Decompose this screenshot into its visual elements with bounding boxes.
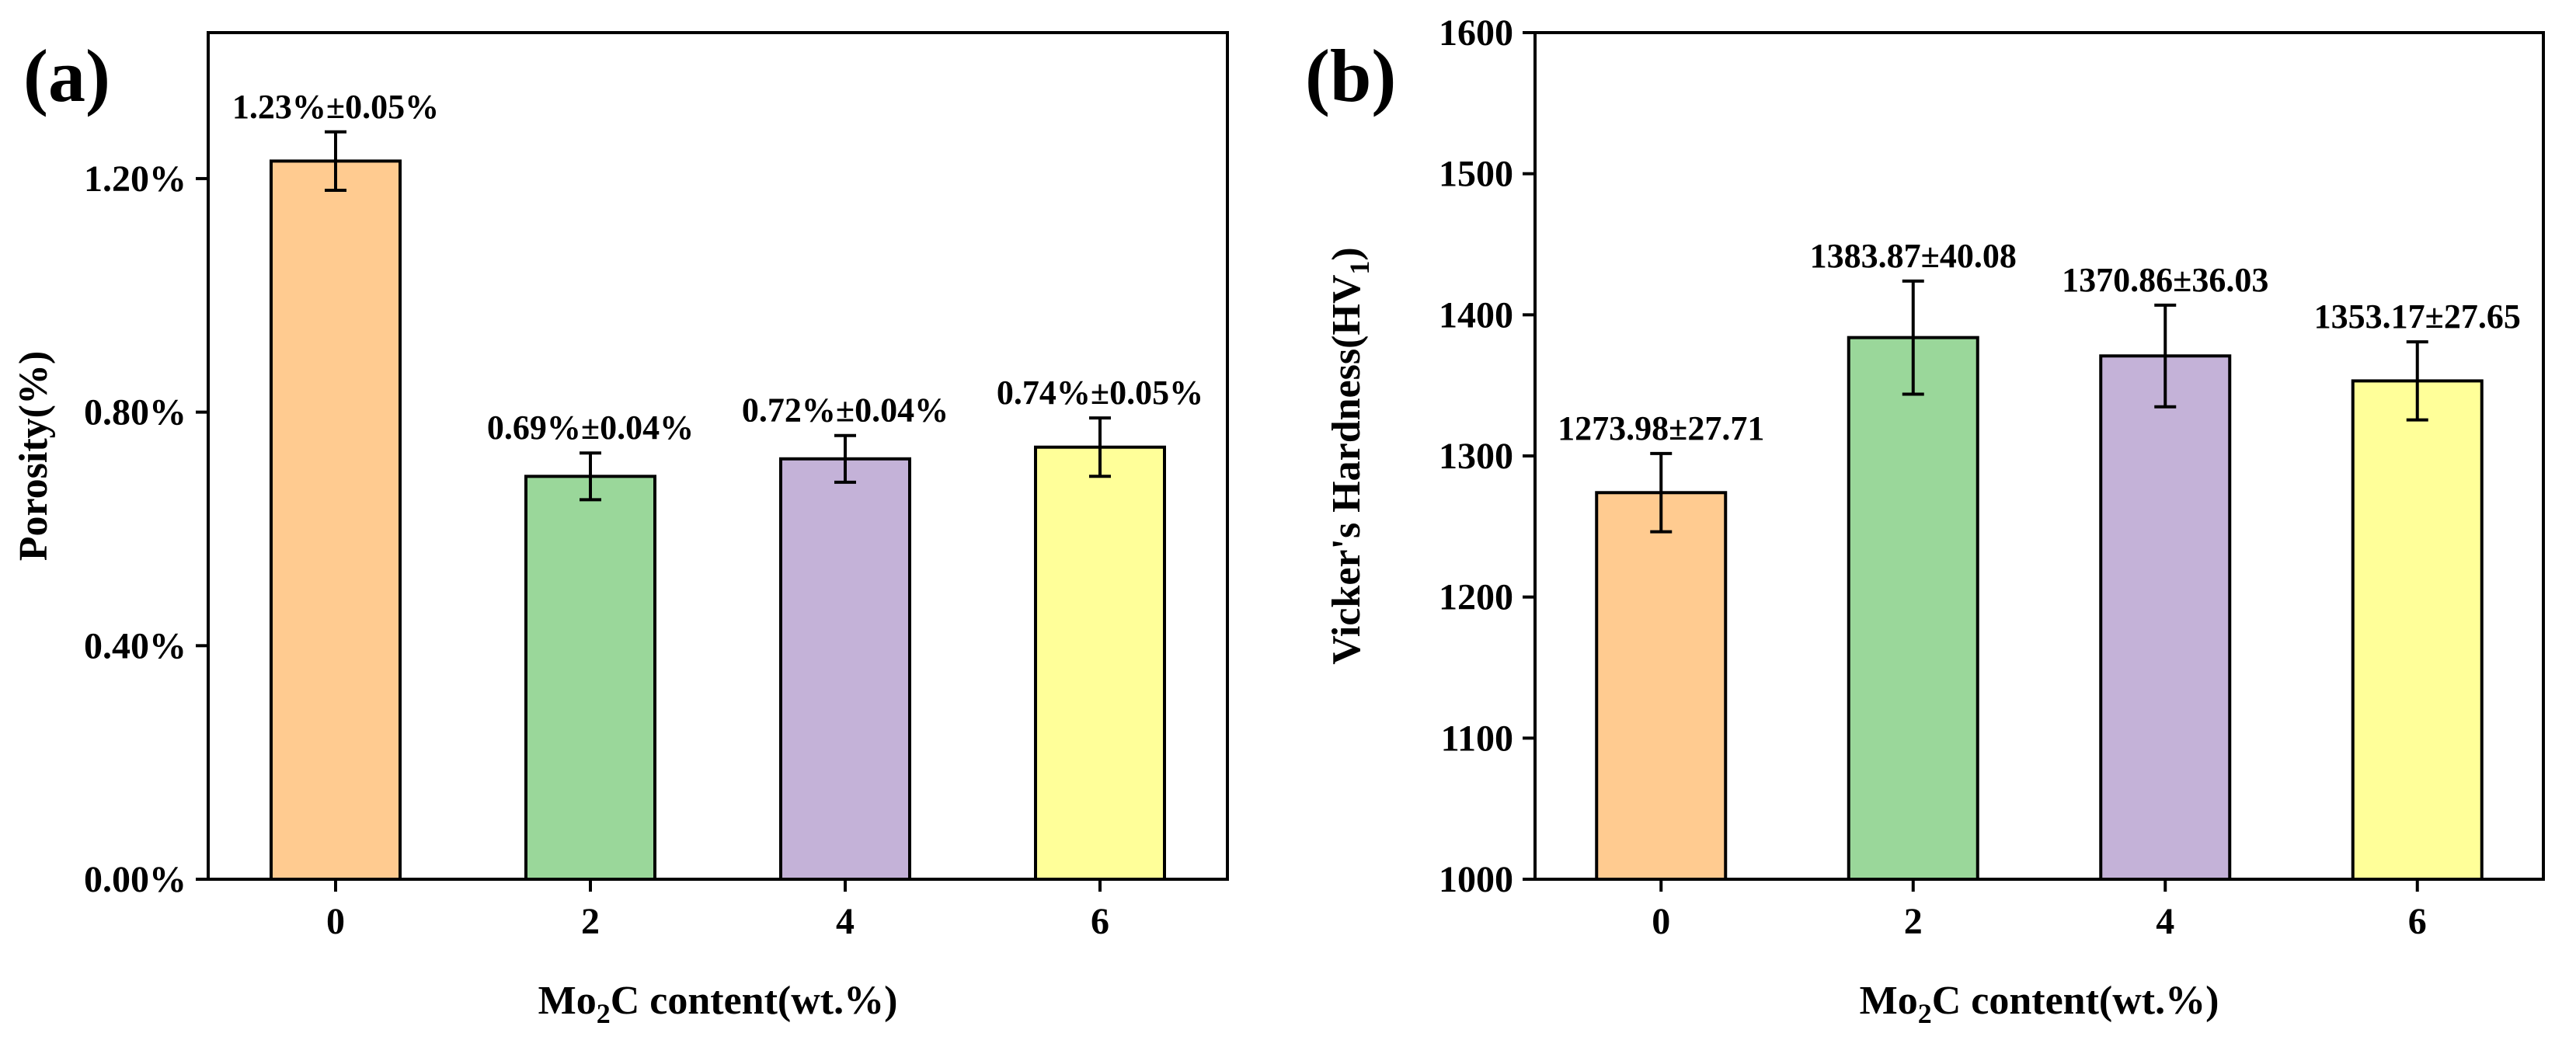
hardness-bar-0 <box>1595 491 1728 881</box>
hardness-y-tick-label: 1200 <box>1439 577 1513 618</box>
panel-label-b: (b) <box>1305 34 1396 117</box>
porosity-plot-frame <box>207 31 1229 881</box>
hardness-data-label-0: 1273.98±27.71 <box>1558 409 1764 447</box>
porosity-bars: 1.23%±0.05% 0.69%±0.04% 0.72%±0.04% 0.74%±0… <box>232 88 1203 881</box>
hardness-bar-4 <box>2099 354 2232 881</box>
panel-label-a: (a) <box>23 34 110 117</box>
hardness-y-tick-label: 1500 <box>1439 154 1513 195</box>
porosity-y-tick-label: 1.20% <box>84 158 186 200</box>
hardness-data-label-4: 1370.86±36.03 <box>2062 261 2268 299</box>
porosity-data-label-2: 0.69%±0.04% <box>487 409 694 447</box>
hardness-y-tick-label: 1600 <box>1439 12 1513 54</box>
porosity-y-ticks: 0.00% 0.40% 0.80% 1.20% <box>84 158 208 900</box>
hardness-bars: 1273.98±27.71 1383.87±40.08 1370.86±36.03 1… <box>1558 237 2521 881</box>
hardness-x-tick-label: 2 <box>1904 901 1923 942</box>
hardness-y-axis-title: Vicker's Hardness(HV1) <box>1325 247 1375 664</box>
porosity-x-tick-label: 6 <box>1091 901 1109 942</box>
porosity-y-axis-title: Porosity(%) <box>12 351 56 562</box>
hardness-x-tick-label: 0 <box>1652 901 1670 942</box>
porosity-y-tick-label: 0.40% <box>84 625 186 666</box>
porosity-data-label-0: 1.23%±0.05% <box>232 88 439 126</box>
porosity-y-tick-label: 0.80% <box>84 392 186 433</box>
porosity-chart: (a) Porosity(%) Mo2C content(wt.%) 0.00%… <box>12 31 1229 1029</box>
hardness-data-label-6: 1353.17±27.65 <box>2314 297 2521 336</box>
porosity-x-ticks: 0 2 4 6 <box>326 879 1109 942</box>
porosity-y-tick-label: 0.00% <box>84 859 186 900</box>
porosity-bar-2 <box>524 475 656 881</box>
hardness-x-ticks: 0 2 4 6 <box>1652 879 2427 942</box>
porosity-x-tick-label: 2 <box>581 901 600 942</box>
hardness-chart: (b) Vicker's Hardness(HV1) Mo2C content(… <box>1305 12 2545 1029</box>
hardness-data-label-2: 1383.87±40.08 <box>1810 237 2017 275</box>
hardness-bar-2 <box>1847 336 1979 881</box>
hardness-y-tick-label: 1400 <box>1439 294 1513 336</box>
porosity-bar-0 <box>270 159 402 881</box>
porosity-bar-6 <box>1034 445 1166 881</box>
porosity-bar-4 <box>779 457 911 881</box>
hardness-x-tick-label: 4 <box>2156 901 2174 942</box>
hardness-y-tick-label: 1100 <box>1441 718 1513 759</box>
hardness-x-axis-title: Mo2C content(wt.%) <box>1860 979 2219 1029</box>
porosity-data-label-6: 0.74%±0.05% <box>997 374 1203 412</box>
porosity-x-axis-title: Mo2C content(wt.%) <box>538 979 898 1029</box>
hardness-y-ticks: 1000 1100 1200 1300 1400 1500 1600 <box>1439 12 1535 900</box>
hardness-y-tick-label: 1300 <box>1439 436 1513 477</box>
porosity-data-label-4: 0.72%±0.04% <box>742 391 949 430</box>
porosity-x-tick-label: 0 <box>326 901 345 942</box>
hardness-y-tick-label: 1000 <box>1439 859 1513 900</box>
hardness-bar-6 <box>2351 379 2484 881</box>
hardness-x-tick-label: 6 <box>2408 901 2427 942</box>
porosity-x-tick-label: 4 <box>836 901 855 942</box>
